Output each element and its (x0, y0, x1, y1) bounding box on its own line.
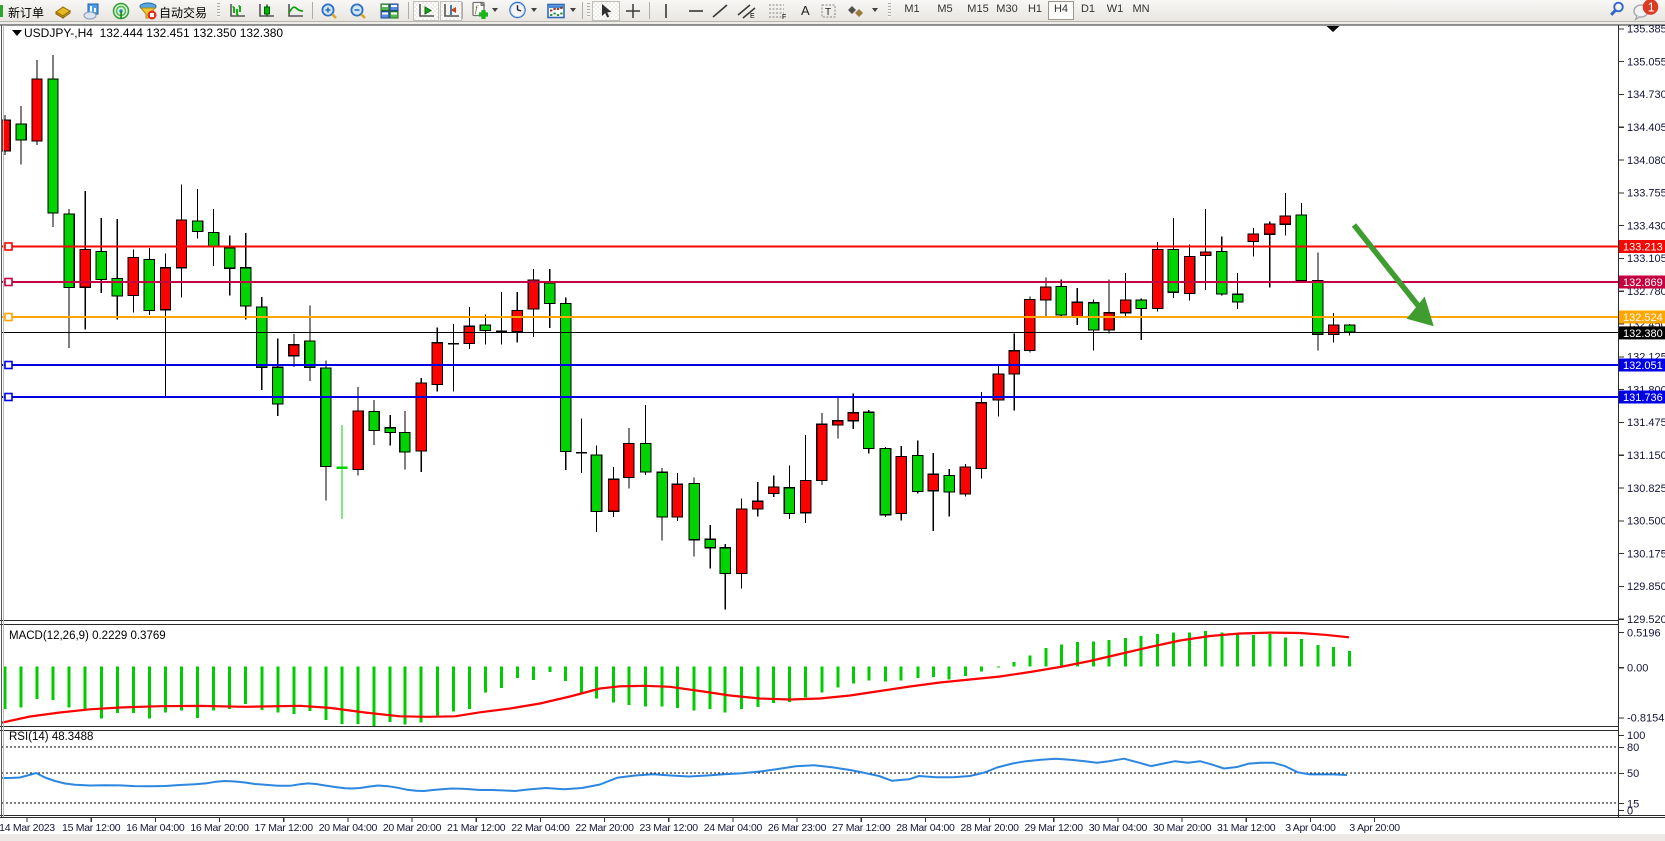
svg-text:80: 80 (1627, 742, 1639, 754)
svg-text:50: 50 (1627, 768, 1639, 780)
svg-text:15 Mar 12:00: 15 Mar 12:00 (62, 822, 121, 834)
svg-text:F: F (782, 14, 786, 20)
svg-text:17 Mar 12:00: 17 Mar 12:00 (255, 822, 314, 834)
svg-text:133.105: 133.105 (1627, 253, 1665, 265)
svg-text:24 Mar 04:00: 24 Mar 04:00 (704, 822, 763, 834)
svg-text:16 Mar 20:00: 16 Mar 20:00 (190, 822, 249, 834)
svg-text:RSI(14) 48.3488: RSI(14) 48.3488 (9, 731, 93, 743)
svg-text:E: E (750, 13, 755, 20)
svg-text:134.080: 134.080 (1627, 155, 1665, 167)
svg-text:132.051: 132.051 (1623, 360, 1663, 372)
svg-text:131.150: 131.150 (1627, 450, 1665, 462)
svg-text:135.055: 135.055 (1627, 56, 1665, 68)
svg-text:132.869: 132.869 (1623, 277, 1663, 289)
svg-text:133.213: 133.213 (1623, 242, 1663, 254)
svg-text:132.780: 132.780 (1627, 286, 1665, 298)
svg-text:31 Mar 12:00: 31 Mar 12:00 (1217, 822, 1276, 834)
svg-text:131.736: 131.736 (1623, 392, 1663, 404)
svg-text:28 Mar 20:00: 28 Mar 20:00 (960, 822, 1019, 834)
svg-text:20 Mar 04:00: 20 Mar 04:00 (319, 822, 378, 834)
svg-text:3 Apr 20:00: 3 Apr 20:00 (1349, 822, 1400, 834)
svg-text:129.850: 129.850 (1627, 581, 1665, 593)
svg-text:130.500: 130.500 (1627, 516, 1665, 528)
svg-text:23 Mar 12:00: 23 Mar 12:00 (640, 822, 699, 834)
svg-text:28 Mar 04:00: 28 Mar 04:00 (896, 822, 955, 834)
svg-text:16 Mar 04:00: 16 Mar 04:00 (126, 822, 185, 834)
svg-text:3 Apr 04:00: 3 Apr 04:00 (1285, 822, 1336, 834)
svg-text:100: 100 (1627, 730, 1645, 742)
svg-text:f: f (475, 4, 479, 14)
svg-text:T: T (825, 7, 831, 18)
svg-text:15: 15 (1627, 798, 1639, 810)
svg-text:0: 0 (1627, 805, 1633, 817)
svg-text:135.385: 135.385 (1627, 24, 1665, 36)
svg-text:MACD(12,26,9) 0.2229 0.3769: MACD(12,26,9) 0.2229 0.3769 (9, 630, 166, 642)
svg-text:134.730: 134.730 (1627, 89, 1665, 101)
svg-text:132.380: 132.380 (1623, 328, 1663, 340)
svg-text:0.00: 0.00 (1627, 663, 1648, 675)
svg-text:130.175: 130.175 (1627, 548, 1665, 560)
svg-text:27 Mar 12:00: 27 Mar 12:00 (832, 822, 891, 834)
svg-text:30 Mar 20:00: 30 Mar 20:00 (1153, 822, 1212, 834)
svg-text:30 Mar 04:00: 30 Mar 04:00 (1089, 822, 1148, 834)
svg-text:USDJPY-,H4 132.444 132.451 13: USDJPY-,H4 132.444 132.451 132.350 132.3… (24, 26, 283, 40)
svg-text:29 Mar 12:00: 29 Mar 12:00 (1025, 822, 1084, 834)
svg-text:21 Mar 12:00: 21 Mar 12:00 (447, 822, 506, 834)
svg-text:22 Mar 20:00: 22 Mar 20:00 (575, 822, 634, 834)
svg-text:131.475: 131.475 (1627, 417, 1665, 429)
svg-text:130.825: 130.825 (1627, 483, 1665, 495)
svg-text:133.430: 133.430 (1627, 220, 1665, 232)
svg-text:129.520: 129.520 (1627, 614, 1665, 626)
svg-text:134.405: 134.405 (1627, 122, 1665, 134)
svg-text:-0.8154: -0.8154 (1627, 713, 1664, 725)
svg-text:1: 1 (1648, 1, 1655, 15)
svg-text:132.524: 132.524 (1623, 312, 1663, 324)
svg-text:133.755: 133.755 (1627, 188, 1665, 200)
svg-text:22 Mar 04:00: 22 Mar 04:00 (511, 822, 570, 834)
svg-text:26 Mar 23:00: 26 Mar 23:00 (768, 822, 827, 834)
svg-text:20 Mar 20:00: 20 Mar 20:00 (383, 822, 442, 834)
svg-text:0.5196: 0.5196 (1627, 627, 1661, 639)
svg-text:14 Mar 2023: 14 Mar 2023 (0, 822, 55, 834)
